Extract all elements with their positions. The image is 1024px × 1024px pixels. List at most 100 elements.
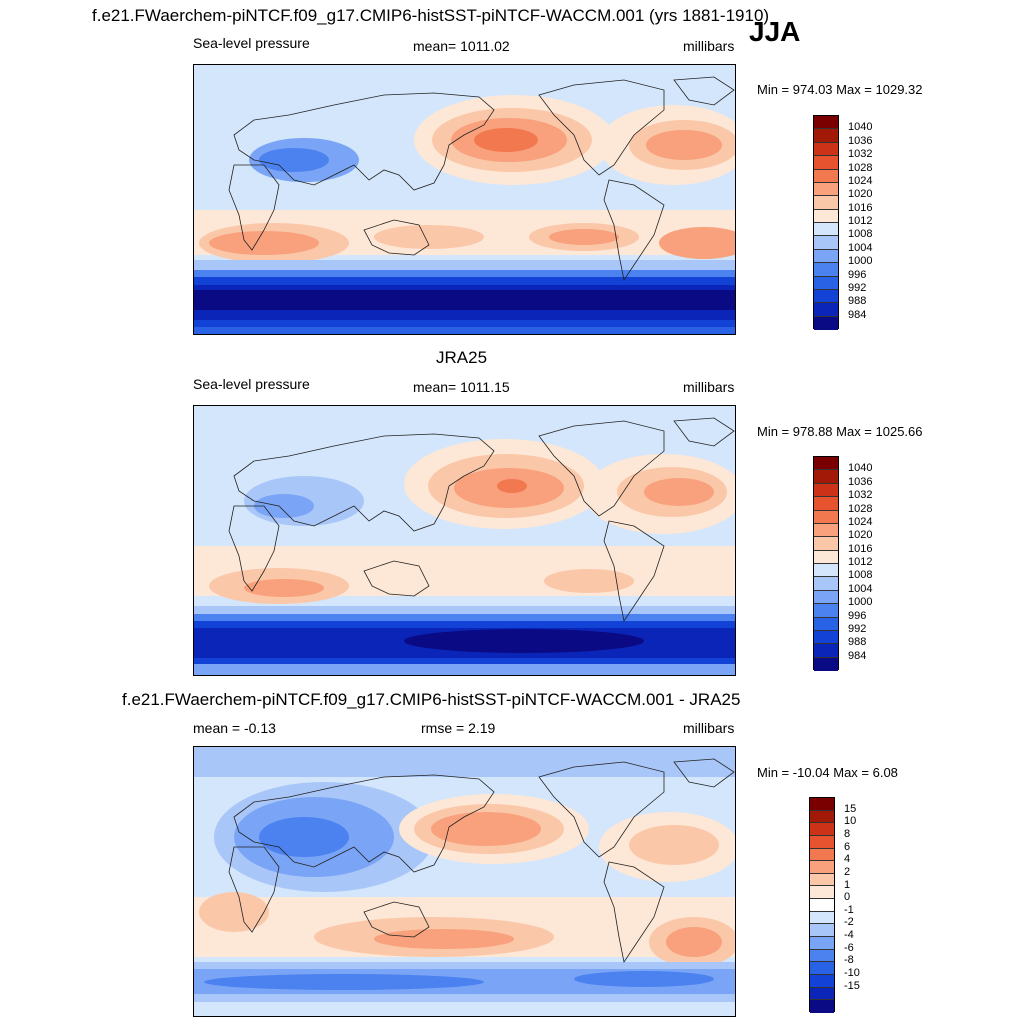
- colorbar-tick-label: 1008: [848, 569, 873, 582]
- colorbar-tick-label: 988: [848, 636, 867, 649]
- panel2-variable-label: Sea-level pressure: [193, 376, 310, 392]
- colorbar-swatch: [810, 861, 834, 874]
- colorbar-tick-label: 988: [848, 295, 867, 308]
- colorbar-swatch: [810, 1000, 834, 1013]
- colorbar-swatch: [814, 249, 838, 264]
- colorbar-tick-label: 1: [844, 878, 851, 891]
- colorbar-tick-label: -15: [844, 979, 860, 992]
- colorbar-swatch: [810, 924, 834, 938]
- panel2-colorbar: [813, 456, 839, 671]
- colorbar-tick-label: 992: [848, 622, 867, 635]
- colorbar-tick-label: 1036: [848, 134, 873, 147]
- colorbar-swatch: [814, 223, 838, 237]
- colorbar-tick-label: -2: [844, 916, 854, 929]
- colorbar-swatch: [814, 644, 838, 658]
- colorbar-swatch: [810, 848, 834, 862]
- colorbar-swatch: [814, 470, 838, 484]
- season-label: JJA: [749, 16, 801, 47]
- colorbar-swatch: [814, 263, 838, 277]
- panel3-units-label: millibars: [683, 720, 735, 736]
- colorbar-swatch: [814, 156, 838, 170]
- colorbar-tick-label: 996: [848, 609, 867, 622]
- colorbar-swatch: [814, 129, 838, 143]
- colorbar-tick-label: 1004: [848, 241, 873, 254]
- panel2-minmax: Min = 978.88 Max = 1025.66: [757, 424, 923, 439]
- colorbar-swatch: [810, 873, 834, 887]
- colorbar-tick-label: -6: [844, 941, 854, 954]
- panel1-mean-label: mean= 1011.02: [413, 38, 510, 54]
- colorbar-tick-label: 1028: [848, 502, 873, 515]
- colorbar-swatch: [810, 810, 834, 824]
- panel3-rmse-label: rmse = 2.19: [421, 720, 496, 736]
- colorbar-swatch: [814, 550, 838, 564]
- colorbar-tick-label: 1024: [848, 515, 873, 528]
- colorbar-swatch: [814, 617, 838, 631]
- colorbar-tick-label: 8: [844, 827, 851, 840]
- colorbar-swatch: [814, 289, 838, 304]
- panel1-map-svg: [194, 65, 735, 334]
- colorbar-tick-label: 15: [844, 802, 857, 815]
- panel2-title: JRA25: [436, 348, 488, 367]
- colorbar-swatch: [810, 937, 834, 950]
- colorbar-swatch: [810, 962, 834, 975]
- colorbar-swatch: [814, 577, 838, 591]
- colorbar-swatch: [814, 116, 838, 130]
- colorbar-tick-label: 1012: [848, 556, 873, 568]
- colorbar-tick-label: 1004: [848, 582, 873, 595]
- panel3-minmax: Min = -10.04 Max = 6.08: [757, 765, 898, 780]
- colorbar-tick-label: 4: [844, 853, 851, 866]
- colorbar-tick-label: 1032: [848, 489, 873, 502]
- colorbar-swatch: [814, 457, 838, 471]
- colorbar-tick-label: 1008: [848, 228, 873, 241]
- colorbar-tick-label: -10: [844, 967, 860, 980]
- colorbar-tick-label: 984: [848, 308, 867, 321]
- colorbar-swatch: [814, 196, 838, 210]
- colorbar-tick-label: 0: [844, 891, 851, 904]
- colorbar-tick-label: 1016: [848, 542, 873, 555]
- colorbar-swatch: [814, 537, 838, 551]
- panel2-map: [193, 405, 736, 676]
- panel1-title: f.e21.FWaerchem-piNTCF.f09_g17.CMIP6-his…: [92, 6, 770, 25]
- panel3-map: [193, 746, 736, 1017]
- colorbar-swatch: [814, 510, 838, 524]
- colorbar-swatch: [814, 276, 838, 290]
- colorbar-swatch: [814, 564, 838, 578]
- colorbar-tick-label: 1020: [848, 188, 873, 201]
- colorbar-tick-label: 1040: [848, 121, 873, 134]
- colorbar-tick-label: -1: [844, 903, 854, 916]
- panel3-mean-label: mean = -0.13: [193, 720, 276, 736]
- colorbar-swatch: [810, 911, 834, 925]
- panel2-mean-label: mean= 1011.15: [413, 379, 510, 395]
- colorbar-tick-label: 1028: [848, 161, 873, 174]
- colorbar-tick-label: 1020: [848, 529, 873, 542]
- colorbar-tick-label: -4: [844, 929, 854, 942]
- colorbar-swatch: [814, 604, 838, 618]
- colorbar-tick-label: 1040: [848, 462, 873, 475]
- colorbar-swatch: [814, 303, 838, 317]
- colorbar-swatch: [814, 236, 838, 250]
- colorbar-tick-label: 996: [848, 268, 867, 281]
- colorbar-swatch: [814, 142, 838, 157]
- panel3-colorbar: [809, 797, 835, 1013]
- colorbar-tick-label: 1036: [848, 475, 873, 488]
- colorbar-swatch: [814, 523, 838, 538]
- colorbar-swatch: [810, 974, 834, 988]
- colorbar-swatch: [810, 987, 834, 1001]
- panel3-map-svg: [194, 747, 735, 1016]
- panel1-variable-label: Sea-level pressure: [193, 35, 310, 51]
- colorbar-tick-label: 1032: [848, 148, 873, 161]
- colorbar-tick-label: 1016: [848, 201, 873, 214]
- colorbar-swatch: [810, 886, 834, 900]
- panel1-map: [193, 64, 736, 335]
- colorbar-swatch: [814, 483, 838, 498]
- colorbar-tick-label: 1012: [848, 215, 873, 227]
- panel2-map-svg: [194, 406, 735, 675]
- colorbar-tick-label: 2: [844, 865, 851, 878]
- colorbar-tick-label: 1000: [848, 255, 873, 268]
- panel3-title: f.e21.FWaerchem-piNTCF.f09_g17.CMIP6-his…: [122, 690, 741, 709]
- panel2-units-label: millibars: [683, 379, 735, 395]
- colorbar-swatch: [814, 497, 838, 511]
- colorbar-tick-label: -8: [844, 954, 854, 967]
- colorbar-tick-label: 992: [848, 281, 867, 294]
- colorbar-tick-label: 1024: [848, 174, 873, 187]
